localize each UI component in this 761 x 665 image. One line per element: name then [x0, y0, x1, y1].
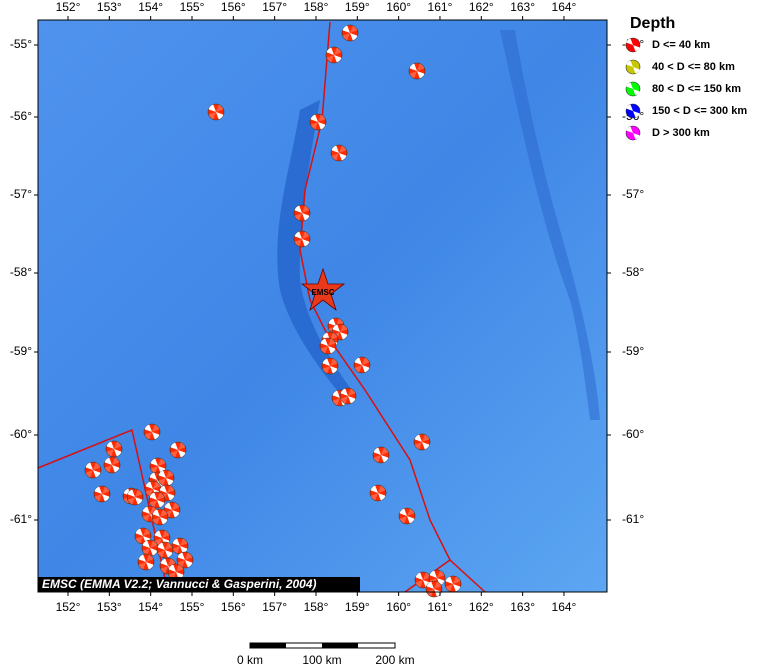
lon-label-bottom: 159° [345, 600, 370, 614]
legend-label: D <= 40 km [652, 39, 710, 51]
lon-label-bottom: 158° [304, 600, 329, 614]
lon-label-top: 155° [180, 0, 205, 14]
focal-mechanism [398, 507, 416, 525]
lat-label-left: -57° [10, 187, 32, 201]
lat-label-left: -59° [10, 344, 32, 358]
focal-mechanism [369, 484, 387, 502]
lat-label-right: -60° [622, 427, 644, 441]
lon-label-bottom: 152° [56, 600, 81, 614]
lon-label-bottom: 164° [552, 600, 577, 614]
lon-label-top: 157° [262, 0, 287, 14]
lon-label-bottom: 153° [97, 600, 122, 614]
lon-label-bottom: 155° [180, 600, 205, 614]
focal-mechanism [319, 337, 337, 355]
focal-mechanism [339, 387, 357, 405]
focal-mechanism [169, 441, 187, 459]
focal-mechanism [103, 456, 121, 474]
focal-mechanism [105, 440, 123, 458]
lon-label-bottom: 163° [510, 600, 535, 614]
focal-mechanism [171, 537, 189, 555]
scale-label: 0 km [237, 653, 263, 665]
focal-mechanism [93, 485, 111, 503]
lat-label-right: -59° [622, 344, 644, 358]
lon-label-top: 162° [469, 0, 494, 14]
scale-label: 100 km [302, 653, 341, 665]
focal-mechanism [293, 204, 311, 222]
lon-label-bottom: 154° [138, 600, 163, 614]
lat-label-left: -60° [10, 427, 32, 441]
lat-label-left: -55° [10, 37, 32, 51]
lon-label-bottom: 156° [221, 600, 246, 614]
focal-mechanism [207, 103, 225, 121]
lon-label-top: 153° [97, 0, 122, 14]
focal-mechanism [408, 62, 426, 80]
lon-label-top: 159° [345, 0, 370, 14]
legend-title: Depth [630, 15, 675, 32]
lat-label-right: -58° [622, 265, 644, 279]
lon-label-top: 156° [221, 0, 246, 14]
focal-mechanism [330, 144, 348, 162]
epicenter-star [300, 267, 346, 312]
lon-label-top: 152° [56, 0, 81, 14]
legend-ball-wedge [626, 38, 640, 52]
focal-mechanism [293, 230, 311, 248]
focal-mechanism [148, 491, 166, 509]
focal-mechanism [137, 553, 155, 571]
legend-label: D > 300 km [652, 127, 710, 139]
credit-box [38, 577, 360, 592]
lat-label-right: -61° [622, 512, 644, 526]
legend-ball-wedge [626, 82, 640, 96]
focal-mechanism [84, 461, 102, 479]
scale-label: 200 km [375, 653, 414, 665]
lon-label-bottom: 161° [428, 600, 453, 614]
trench [277, 100, 355, 400]
legend-ball-wedge [626, 126, 640, 140]
legend-label: 40 < D <= 80 km [652, 61, 735, 73]
focal-mechanism [143, 423, 161, 441]
focal-mechanism [151, 508, 169, 526]
focal-mechanism [156, 541, 174, 559]
lon-label-top: 154° [138, 0, 163, 14]
focal-mechanism [157, 469, 175, 487]
lon-label-bottom: 162° [469, 600, 494, 614]
legend: Depth D <= 40 km 40 < D <= 80 km 80 < D <=… [625, 15, 747, 141]
focal-mechanism [341, 24, 359, 42]
lon-label-top: 164° [552, 0, 577, 14]
focal-mechanism [321, 357, 339, 375]
lon-label-bottom: 157° [262, 600, 287, 614]
lat-label-right: -57° [622, 187, 644, 201]
credit: EMSC (EMMA V2.2; Vannucci & Gasperini, 2… [42, 577, 317, 591]
focal-mechanism [372, 446, 390, 464]
legend-label: 80 < D <= 150 km [652, 83, 741, 95]
focal-mechanism [444, 575, 462, 593]
focal-mechanism [353, 356, 371, 374]
legend-ball-wedge [626, 104, 640, 118]
map: EMSC EMSC (EMMA V2.2; Vannucci & Gasperi… [37, 19, 608, 598]
lon-label-top: 158° [304, 0, 329, 14]
lon-label-top: 163° [510, 0, 535, 14]
legend-ball-wedge [626, 60, 640, 74]
star-label: EMSC [311, 288, 334, 297]
focal-mechanism [413, 433, 431, 451]
lat-label-left: -61° [10, 512, 32, 526]
lat-label-left: -58° [10, 265, 32, 279]
lon-label-top: 160° [386, 0, 411, 14]
focal-mechanism [309, 113, 327, 131]
lon-label-bottom: 160° [386, 600, 411, 614]
focal-mechanism [141, 539, 159, 557]
ridge [500, 30, 600, 420]
lon-label-top: 161° [428, 0, 453, 14]
focal-mechanism [126, 488, 144, 506]
lat-label-left: -56° [10, 109, 32, 123]
legend-label: 150 < D <= 300 km [652, 105, 747, 117]
focal-mechanism [325, 46, 343, 64]
scale-bar: 0 km 100 km 200 km [237, 642, 415, 665]
